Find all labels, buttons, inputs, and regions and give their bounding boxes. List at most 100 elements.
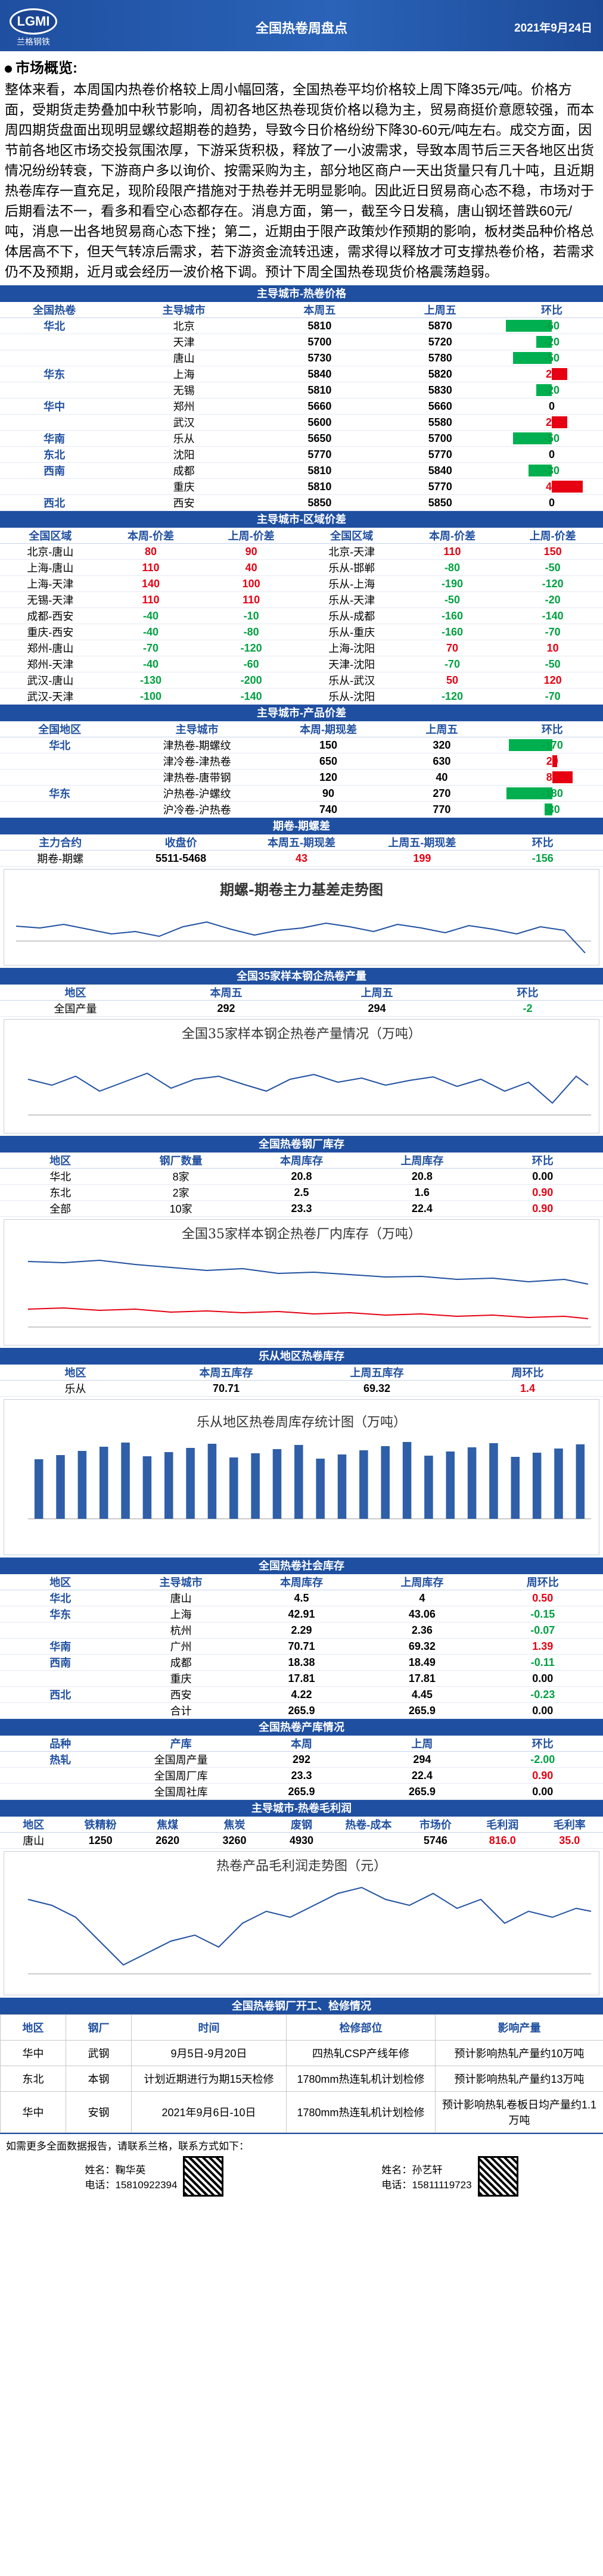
basis-trend-plot [15,921,591,954]
basis-trend-chart: 期螺-期卷主力基差走势图 [4,869,599,965]
chart-title: 期螺-期卷主力基差走势图 [220,881,383,898]
market-summary: 市场概览: 整体来看，本周国内热卷价格较上周小幅回落，全国热卷平均价格较上周下降… [0,51,603,285]
table-row: 武汉 5600 5580 20 [0,414,603,431]
table-row: 华中 郑州 5660 5660 0 [0,398,603,415]
bar [99,1447,108,1519]
table-row: 乐从 70.71 69.32 1.4 [0,1380,603,1397]
bar [34,1459,43,1519]
change-bar [513,352,552,364]
bar [532,1453,542,1519]
summary-text: 整体来看，本周国内热卷价格较上周小幅回落，全国热卷平均价格较上周下降35元/吨。… [5,82,594,279]
table-row: 华南 广州 70.71 69.32 1.39 [0,1638,603,1655]
report-header: LGMI 兰格钢铁 全国热卷周盘点 2021年9月24日 [0,0,603,51]
section-bar-lecong: 乐从地区热卷库存 [0,1348,603,1365]
table-row: 上海-唐山 110 40 乐从-邯郸 -80 -50 [0,559,603,576]
bar [316,1459,325,1519]
bar [576,1444,585,1519]
contact-footer: 如需更多全面数据报告，请联系兰格，联系方式如下： 姓名：鞠华英 电话：15810… [0,2133,603,2200]
bar [381,1446,390,1519]
qr-code-icon [183,2156,224,2197]
table-row: 天津 5700 5720 -20 [0,334,603,350]
change-bar [551,416,567,428]
chart-title: 热卷产品毛利润走势图（元） [216,1859,387,1874]
section-bar-profit: 主导城市-热卷毛利润 [0,1800,603,1817]
profit-plot [27,1886,592,1974]
bar [272,1449,282,1519]
table-row: 重庆-西安 -40 -80 乐从-重庆 -160 -70 [0,624,603,640]
table-row: 武汉-天津 -100 -140 乐从-沈阳 -120 -70 [0,688,603,705]
table-row: 全部 10家 23.3 22.4 0.90 [0,1200,603,1217]
table-row: 无锡-天津 110 110 乐从-天津 -50 -20 [0,591,603,608]
table-row: 唐山 5730 5780 -50 [0,350,603,366]
change-bar [513,432,552,444]
social-inventory-table: 地区 主导城市 本周库存 上周库存 周环比 华北 唐山 4.5 4 0.50 华东 上海 42.91 4… [0,1574,603,1719]
table-row: 全国产量 292 294 -2 [0,1000,603,1017]
bar [402,1442,412,1519]
table-header: 全国区域 本周-价差 上周-价差 全国区域 本周-价差 上周-价差 [0,528,603,544]
contact-note: 如需更多全面数据报告，请联系兰格，联系方式如下： [6,2141,249,2152]
mill-inventory-chart: 全国35家样本钢企热卷厂内库存（万吨） [4,1219,599,1345]
table-row: 杭州 2.29 2.36 -0.07 [0,1622,603,1639]
production-chart: 全国35家样本钢企热卷产量情况（万吨） [4,1019,599,1133]
report-date: 2021年9月24日 [514,22,592,35]
table-row: 津冷卷-津热卷 650 630 20 [0,753,603,770]
table-row: 北京-唐山 80 90 北京-天津 110 150 [0,543,603,560]
table-row: 郑州-天津 -40 -60 天津-沈阳 -70 -50 [0,656,603,672]
change-bar [536,384,552,396]
contact-name: 鞠华英 [115,2164,146,2176]
table-row: 郑州-唐山 -70 -120 上海-沈阳 70 10 [0,640,603,656]
contact-name: 孙艺轩 [412,2164,443,2176]
table-row: 期卷-期螺 5511-5468 43 199 -156 [0,850,603,867]
bar [77,1451,87,1519]
qr-code-icon [477,2156,518,2197]
bar [164,1452,173,1519]
table-header: 地区 主导城市 本周库存 上周库存 周环比 [0,1574,603,1590]
table-row: 沪冷卷-沪热卷 740 770 -30 [0,801,603,818]
lecong-inventory-plot [28,1442,591,1519]
lecong-inventory-chart: 乐从地区热卷周库存统计图（万吨） [4,1399,599,1555]
table-row: 武汉-唐山 -130 -200 乐从-武汉 50 120 [0,672,603,689]
city-price-table: 全国热卷 主导城市 本周五 上周五 环比 华北 北京 5810 5870 -60 天津 5700 57… [0,302,603,511]
maintenance-table: 地区 钢厂 时间 检修部位 影响产量 华中 武钢 9月5日-9月20日 四热轧CSP产线年修预… [0,2014,603,2133]
table-row: 合计 265.9 265.9 0.00 [0,1702,603,1719]
change-bar [551,368,567,380]
change-bar [552,755,558,767]
section-bar-region-spread: 主导城市-区域价差 [0,511,603,528]
bar [489,1443,498,1519]
table-row: 华东 沪热卷-沪螺纹 90 270 -180 [0,785,603,802]
table-row: 西南 成都 18.38 18.49 -0.11 [0,1654,603,1671]
change-bar [506,787,552,799]
bar [121,1443,130,1519]
section-bar-product-spread: 主导城市-产品价差 [0,705,603,721]
table-row: 华南 乐从 5650 5700 -50 [0,430,603,447]
table-row: 华中 安钢 2021年9月6日-10日 1780mm热连轧机计划检修 预计影响热轧卷板日… [0,2091,603,2133]
mill-inventory-table: 地区 钢厂数量 本周库存 上周库存 环比 华北 8家 20.8 20.8 0.00 东北 2家 2.5… [0,1152,603,1217]
table-row: 华中 武钢 9月5日-9月20日 四热轧CSP产线年修 预计影响热轧产量约10万吨 [0,2040,603,2066]
chart-title: 乐从地区热卷周库存统计图（万吨） [196,1415,406,1430]
bullet-icon [5,66,12,73]
section-bar-futures-spread: 期卷-期螺差 [0,818,603,834]
summary-title: 市场概览: [15,60,77,76]
table-row: 华北 北京 5810 5870 -60 [0,317,603,334]
section-bar-production: 全国35家样本钢企热卷产量 [0,968,603,985]
contact-phone: 15811119723 [412,2179,472,2191]
production-table: 地区 本周五 上周五 环比 全国产量 292 294 -2 [0,985,603,1017]
table-row: 热轧 全国周产量 292 294 -2.00 [0,1751,603,1768]
lgmi-logo: LGMI 兰格钢铁 [10,8,57,46]
contact-phone: 15810922394 [115,2179,178,2191]
bar [186,1448,195,1519]
table-row: 西北 西安 5850 5850 0 [0,494,603,511]
bar [229,1457,238,1519]
table-row: 唐山 1250 2620 3260 4930 5746 816.0 35.0 [0,1832,603,1849]
table-row: 东北 2家 2.5 1.6 0.90 [0,1184,603,1201]
table-row: 全国周厂库 23.3 22.4 0.90 [0,1767,603,1784]
change-bar [552,771,573,783]
table-header: 主力合约 收盘价 本周五-期现差 上周五-期现差 环比 [0,834,603,851]
table-row: 华东 上海 5840 5820 20 [0,366,603,382]
table-row: 津热卷-唐带钢 120 40 80 [0,769,603,786]
bar [554,1449,563,1519]
section-bar-social-inventory: 全国热卷社会库存 [0,1558,603,1574]
change-bar [551,481,583,493]
production-plot [27,1072,591,1116]
futures-spread-table: 主力合约 收盘价 本周五-期现差 上周五-期现差 环比 期卷-期螺 5511-5468 43… [0,834,603,867]
